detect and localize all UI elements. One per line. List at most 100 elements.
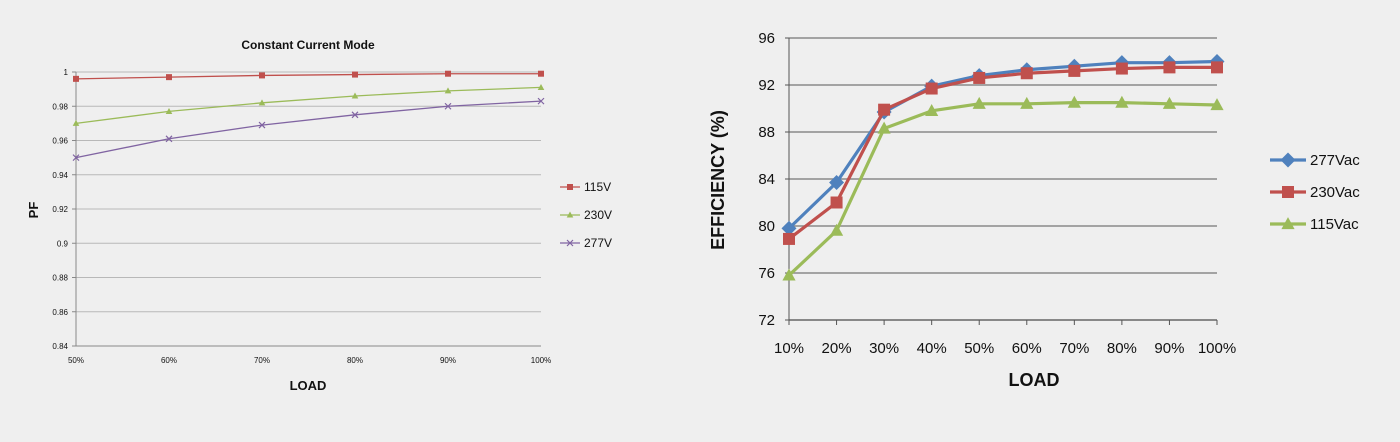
y-tick-label: 0.9 [57, 239, 69, 248]
legend-item-115v: 115V [560, 180, 611, 194]
series-230v [72, 83, 545, 126]
x-tick-label: 80% [347, 356, 363, 365]
x-tick-label: 50% [68, 356, 84, 365]
data-point-277v [537, 97, 545, 105]
legend-label: 115V [584, 180, 611, 194]
y-tick-label: 88 [758, 124, 775, 141]
data-point-230v [351, 92, 359, 99]
x-tick-label: 80% [1107, 340, 1137, 357]
x-tick-label: 10% [774, 340, 804, 357]
y-tick-label: 0.94 [52, 171, 68, 180]
x-tick-label: 60% [1012, 340, 1042, 357]
data-point-277v [258, 121, 266, 129]
x-tick-label: 100% [1198, 340, 1236, 357]
series-115vac [782, 95, 1224, 281]
data-point-115vac [972, 96, 986, 109]
data-point-230v [258, 99, 266, 106]
x-tick-label: 70% [254, 356, 270, 365]
data-point-115v [259, 72, 265, 79]
data-point-115vac [1162, 96, 1177, 109]
legend-marker [1282, 186, 1294, 198]
data-point-115vac [877, 121, 891, 134]
data-point-230vac [1020, 67, 1033, 80]
data-point-115v [73, 75, 79, 82]
legend-item-277v: 277V [560, 236, 612, 250]
data-point-115vac [782, 268, 796, 281]
x-tick-label: 20% [822, 340, 852, 357]
y-tick-label: 84 [758, 171, 775, 188]
data-point-230vac [1115, 62, 1128, 75]
data-point-230vac [878, 103, 891, 116]
legend-label: 230Vac [1310, 184, 1360, 201]
data-point-115vac [1067, 95, 1081, 108]
legend-label: 277V [584, 236, 612, 250]
pf-chart: Constant Current Mode PF LOAD 0.84 0.86 0.… [26, 38, 612, 393]
data-point-230vac [1068, 64, 1081, 77]
data-point-115vac [925, 103, 939, 116]
x-tick-label: 60% [161, 356, 177, 365]
y-tick-label: 0.88 [52, 274, 68, 283]
legend-marker [566, 239, 574, 247]
x-tick-label: 40% [917, 340, 947, 357]
eff-y-axis-label: EFFICIENCY (%) [708, 110, 728, 250]
y-tick-label: 80 [758, 218, 775, 235]
legend-marker [567, 184, 573, 190]
data-point-230v [444, 87, 452, 94]
y-tick-label: 0.92 [52, 205, 68, 214]
series-277v [72, 97, 545, 162]
x-tick-label: 30% [869, 340, 899, 357]
y-tick-label: 1 [64, 68, 69, 77]
y-tick-label: 0.98 [52, 102, 68, 111]
series-line-230vac [788, 65, 1217, 241]
data-point-277v [165, 135, 173, 143]
pf-chart-title: Constant Current Mode [241, 38, 375, 52]
y-tick-label: 96 [758, 30, 775, 47]
data-point-230vac [783, 232, 795, 245]
series-line-115v [75, 73, 541, 80]
legend-marker [1280, 152, 1296, 168]
data-point-230vac [1163, 61, 1176, 74]
data-point-230v [165, 107, 173, 114]
pf-y-axis-label: PF [26, 202, 41, 219]
y-tick-label: 0.84 [52, 342, 68, 351]
series-115v [73, 70, 544, 82]
x-tick-label: 90% [440, 356, 456, 365]
x-tick-label: 50% [964, 340, 994, 357]
data-point-115v [166, 74, 172, 81]
data-point-230vac [1211, 61, 1223, 74]
data-point-115vac [829, 223, 844, 236]
efficiency-chart: EFFICIENCY (%) LOAD 72 76 80 84 88 92 96 10% 20… [708, 30, 1360, 390]
legend-label: 115Vac [1310, 216, 1359, 233]
series-line-277vac [787, 59, 1218, 230]
legend-item-277vac: 277Vac [1270, 152, 1360, 169]
y-tick-label: 76 [758, 265, 775, 282]
legend-marker [566, 211, 574, 218]
series-line-277v [75, 100, 542, 159]
data-point-230v [72, 119, 80, 126]
data-point-115vac [1210, 98, 1224, 111]
data-point-230vac [973, 71, 986, 84]
data-point-230vac [925, 82, 938, 95]
data-point-277v [444, 102, 452, 110]
legend-item-230v: 230V [560, 208, 612, 222]
data-point-277vac [829, 175, 845, 191]
y-tick-label: 72 [758, 312, 775, 329]
legend-marker [1281, 217, 1295, 230]
data-point-277v [72, 154, 80, 162]
series-line-230v [75, 86, 542, 125]
x-tick-label: 90% [1154, 340, 1184, 357]
y-tick-label: 0.86 [52, 308, 68, 317]
x-tick-label: 100% [531, 356, 551, 365]
legend-item-230vac: 230Vac [1270, 184, 1360, 201]
y-tick-label: 92 [758, 77, 775, 94]
legend-label: 230V [584, 208, 612, 222]
y-tick-label: 0.96 [52, 137, 68, 146]
data-point-230v [537, 83, 545, 90]
data-point-277vac [781, 220, 797, 236]
data-point-230vac [830, 196, 843, 209]
series-230vac [783, 61, 1223, 245]
eff-x-axis-label: LOAD [1009, 370, 1060, 390]
data-point-115v [352, 71, 358, 78]
pf-x-axis-label: LOAD [290, 378, 327, 393]
